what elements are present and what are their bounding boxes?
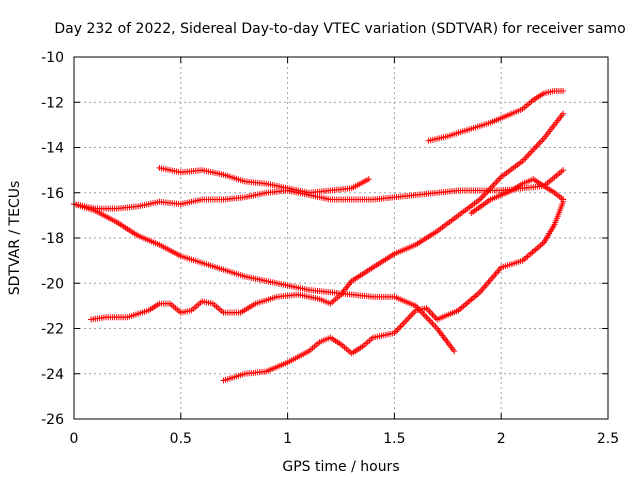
series-track-7 bbox=[468, 176, 567, 217]
x-tick-label: 1.5 bbox=[383, 431, 405, 447]
data-point bbox=[560, 167, 567, 174]
series-track-6 bbox=[425, 87, 567, 144]
data-point bbox=[560, 196, 567, 203]
y-tick-label: -10 bbox=[41, 50, 64, 66]
x-tick-label: 2 bbox=[497, 431, 506, 447]
x-axis-label: GPS time / hours bbox=[282, 459, 399, 475]
x-tick-label: 0 bbox=[70, 431, 79, 447]
axis-ticks bbox=[73, 56, 609, 420]
data-markers bbox=[71, 87, 567, 384]
y-axis-label: SDTVAR / TECUs bbox=[7, 181, 23, 296]
y-tick-label: -18 bbox=[41, 231, 64, 247]
x-tick-labels: 0 0.5 1 1.5 2 2.5 bbox=[70, 431, 620, 447]
series-track-5 bbox=[220, 198, 567, 384]
y-tick-label: -20 bbox=[41, 276, 64, 292]
data-point bbox=[560, 110, 567, 117]
series-track-3 bbox=[156, 164, 372, 196]
y-tick-label: -14 bbox=[41, 141, 64, 157]
series-track-4 bbox=[88, 110, 567, 323]
x-tick-label: 1 bbox=[283, 431, 292, 447]
y-tick-label: -26 bbox=[41, 412, 64, 428]
grid-lines bbox=[74, 57, 608, 419]
data-point bbox=[560, 87, 567, 94]
y-tick-labels: -26 -24 -22 -20 -18 -16 -14 -12 -10 bbox=[41, 50, 64, 428]
data-point bbox=[451, 348, 458, 355]
y-tick-label: -24 bbox=[41, 367, 64, 383]
x-tick-label: 2.5 bbox=[597, 431, 619, 447]
data-point bbox=[365, 176, 372, 183]
x-tick-label: 0.5 bbox=[170, 431, 192, 447]
y-tick-label: -16 bbox=[41, 186, 64, 202]
y-tick-label: -22 bbox=[41, 322, 64, 338]
chart-title: Day 232 of 2022, Sidereal Day-to-day VTE… bbox=[54, 21, 625, 37]
y-tick-label: -12 bbox=[41, 95, 64, 111]
